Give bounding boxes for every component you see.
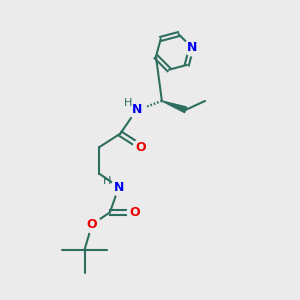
Text: N: N <box>114 181 124 194</box>
Text: H: H <box>103 176 112 186</box>
Text: N: N <box>131 103 142 116</box>
Text: N: N <box>186 40 197 54</box>
Text: H: H <box>124 98 133 108</box>
Text: O: O <box>136 140 146 154</box>
Polygon shape <box>162 101 187 113</box>
Text: O: O <box>130 206 140 219</box>
Text: O: O <box>87 218 98 231</box>
